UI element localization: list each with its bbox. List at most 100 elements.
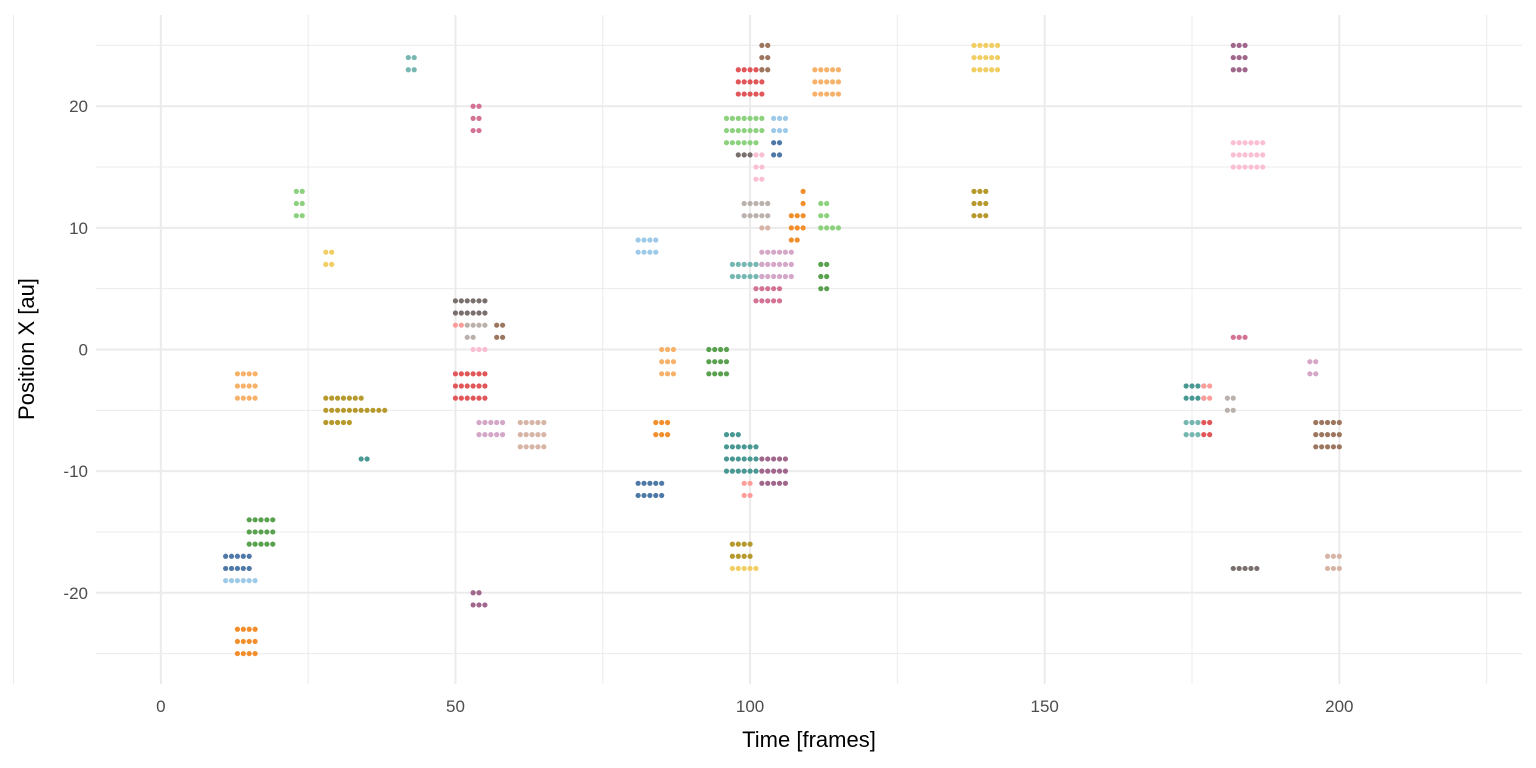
data-point [364, 407, 370, 413]
data-point [476, 395, 482, 401]
data-point [1189, 395, 1195, 401]
data-point [264, 529, 270, 535]
data-point [723, 115, 730, 121]
data-point [541, 432, 547, 438]
data-point [735, 115, 741, 121]
data-point [753, 115, 759, 121]
data-point [776, 152, 783, 158]
data-point [653, 492, 659, 499]
data-point [747, 565, 753, 572]
data-point [771, 298, 777, 304]
data-point [759, 298, 765, 304]
data-point [759, 286, 765, 292]
data-point [1230, 42, 1236, 49]
data-point [747, 91, 753, 97]
data-point [482, 419, 488, 426]
data-point [741, 200, 747, 207]
data-point [334, 395, 341, 401]
data-point [1313, 359, 1319, 365]
data-point [252, 650, 258, 657]
data-point [1336, 432, 1342, 438]
data-point [771, 127, 777, 134]
data-point [234, 638, 241, 645]
data-point [1236, 565, 1242, 572]
data-point [723, 359, 730, 365]
data-point [1330, 432, 1337, 438]
data-point [741, 456, 747, 462]
data-point [1207, 419, 1213, 426]
data-point [818, 273, 824, 280]
data-point [1236, 152, 1242, 158]
x-tick-label: 100 [736, 697, 764, 716]
data-point [741, 127, 747, 134]
data-point [824, 286, 830, 292]
data-point [659, 371, 665, 377]
data-point [670, 371, 677, 377]
data-point [741, 565, 747, 572]
data-point [476, 432, 482, 438]
data-point [541, 444, 547, 450]
data-point [664, 346, 671, 353]
data-point [635, 480, 641, 486]
data-point [670, 346, 677, 353]
data-point [753, 565, 759, 572]
data-point [753, 456, 759, 462]
data-point [641, 237, 647, 243]
data-points [223, 42, 1342, 657]
data-point [735, 91, 741, 97]
data-point [499, 419, 506, 426]
data-point [364, 456, 370, 462]
data-point [464, 322, 470, 328]
data-point [753, 468, 759, 474]
data-point [659, 359, 665, 365]
data-point [234, 626, 241, 632]
data-point [759, 79, 765, 85]
data-point [747, 273, 753, 280]
data-point [452, 383, 459, 389]
x-tick-label: 150 [1031, 697, 1059, 716]
data-point [1242, 565, 1248, 572]
data-point [1330, 444, 1337, 450]
x-tick-label: 0 [156, 697, 165, 716]
data-point [340, 407, 347, 413]
data-point [1207, 432, 1213, 438]
x-axis-ticks: 0 50 100 150 200 [156, 697, 1353, 716]
y-tick-label: -20 [63, 584, 88, 603]
data-point [824, 79, 830, 85]
data-point [747, 468, 753, 474]
data-point [759, 225, 765, 231]
data-point [735, 140, 741, 146]
y-tick-label: 10 [69, 219, 88, 238]
data-point [452, 371, 459, 377]
data-point [1260, 152, 1266, 158]
data-point [228, 578, 235, 584]
data-point [358, 456, 364, 462]
data-point [482, 298, 488, 304]
data-point [270, 529, 276, 535]
data-point [323, 419, 329, 426]
data-point [776, 298, 783, 304]
data-point [488, 419, 494, 426]
data-point [541, 419, 547, 426]
data-point [753, 286, 759, 292]
data-point [246, 529, 252, 535]
data-point [753, 261, 759, 267]
data-point [753, 444, 759, 450]
data-point [824, 91, 830, 97]
data-point [824, 261, 830, 267]
data-point [759, 164, 765, 170]
data-point [647, 249, 653, 255]
data-point [983, 188, 989, 194]
data-point [1195, 419, 1201, 426]
data-point [659, 346, 665, 353]
data-point [223, 553, 229, 559]
data-point [470, 334, 476, 340]
data-point [723, 432, 730, 438]
data-point [240, 553, 246, 559]
data-point [482, 432, 488, 438]
data-point [1201, 419, 1207, 426]
data-point [712, 346, 718, 353]
data-point [723, 444, 730, 450]
data-point [653, 237, 659, 243]
data-point [759, 54, 765, 61]
